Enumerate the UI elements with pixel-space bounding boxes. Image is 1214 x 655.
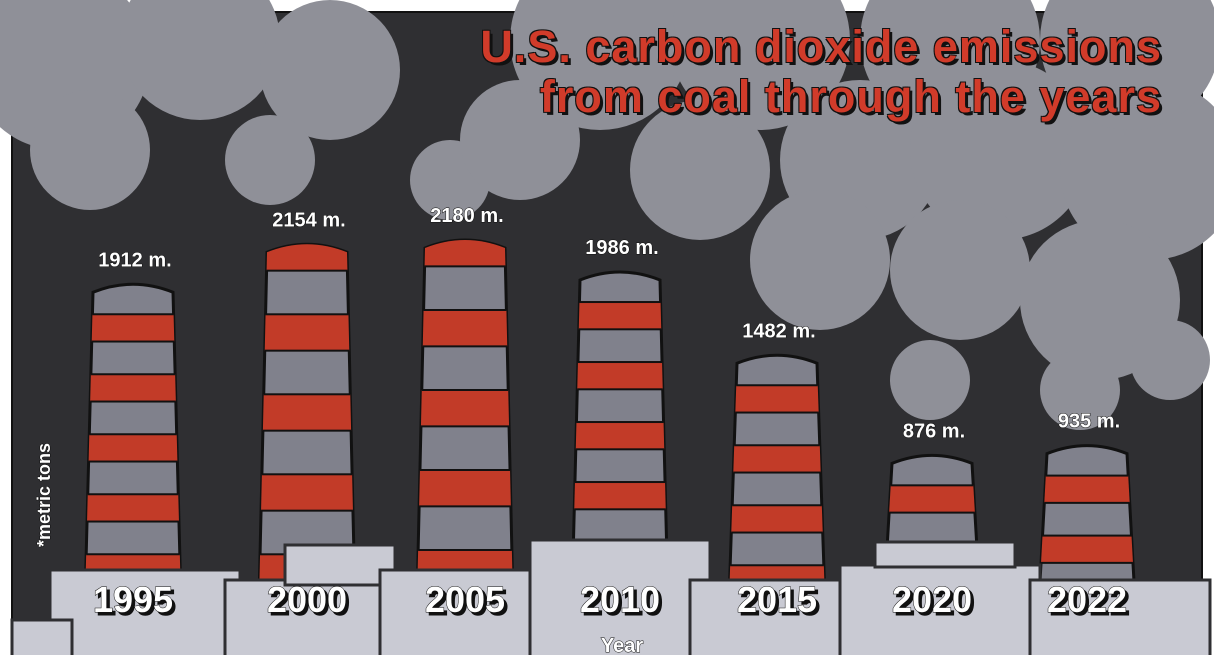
stripes — [85, 313, 181, 583]
value-label: 1912 m. — [98, 249, 171, 271]
value-label: 2154 m. — [272, 209, 345, 231]
x-tick-label: 2000 — [267, 579, 347, 620]
value-label: 1482 m. — [742, 320, 815, 342]
stripe — [572, 301, 668, 331]
stripe — [729, 504, 825, 534]
stripe — [1039, 474, 1135, 504]
note: *metric tons — [34, 443, 54, 547]
value-label: 935 m. — [1058, 411, 1120, 433]
stripe — [85, 313, 181, 343]
stripe — [417, 309, 513, 348]
stripe — [729, 444, 825, 474]
stripe — [85, 493, 181, 523]
stripe — [729, 384, 825, 414]
x-tick-label: 1995 — [93, 579, 173, 620]
buildings — [10, 538, 1212, 655]
stripe — [259, 393, 355, 432]
chimney — [1037, 444, 1137, 602]
stripe — [259, 473, 355, 512]
chimney — [727, 353, 827, 602]
value-label: 1986 m. — [585, 237, 658, 259]
smoke — [0, 0, 1214, 430]
x-axis-label: Year — [601, 635, 643, 655]
value-label: 2180 m. — [430, 205, 503, 227]
stripe — [417, 469, 513, 508]
stripe — [259, 313, 355, 352]
chart-title: U.S. carbon dioxide emissions from coal … — [480, 21, 1162, 122]
x-tick-label: 2010 — [580, 579, 660, 620]
stripe — [572, 421, 668, 451]
stripe — [572, 481, 668, 511]
stripe — [884, 484, 980, 514]
stripe — [417, 389, 513, 428]
x-tick-label: 2015 — [737, 579, 817, 620]
stripe — [572, 361, 668, 391]
x-tick-label: 2022 — [1047, 579, 1127, 620]
x-tick-label: 2020 — [892, 579, 972, 620]
value-label: 876 m. — [903, 420, 965, 442]
stripe — [85, 433, 181, 463]
stripe — [85, 373, 181, 403]
stripe — [1039, 534, 1135, 564]
x-tick-label: 2005 — [425, 579, 505, 620]
